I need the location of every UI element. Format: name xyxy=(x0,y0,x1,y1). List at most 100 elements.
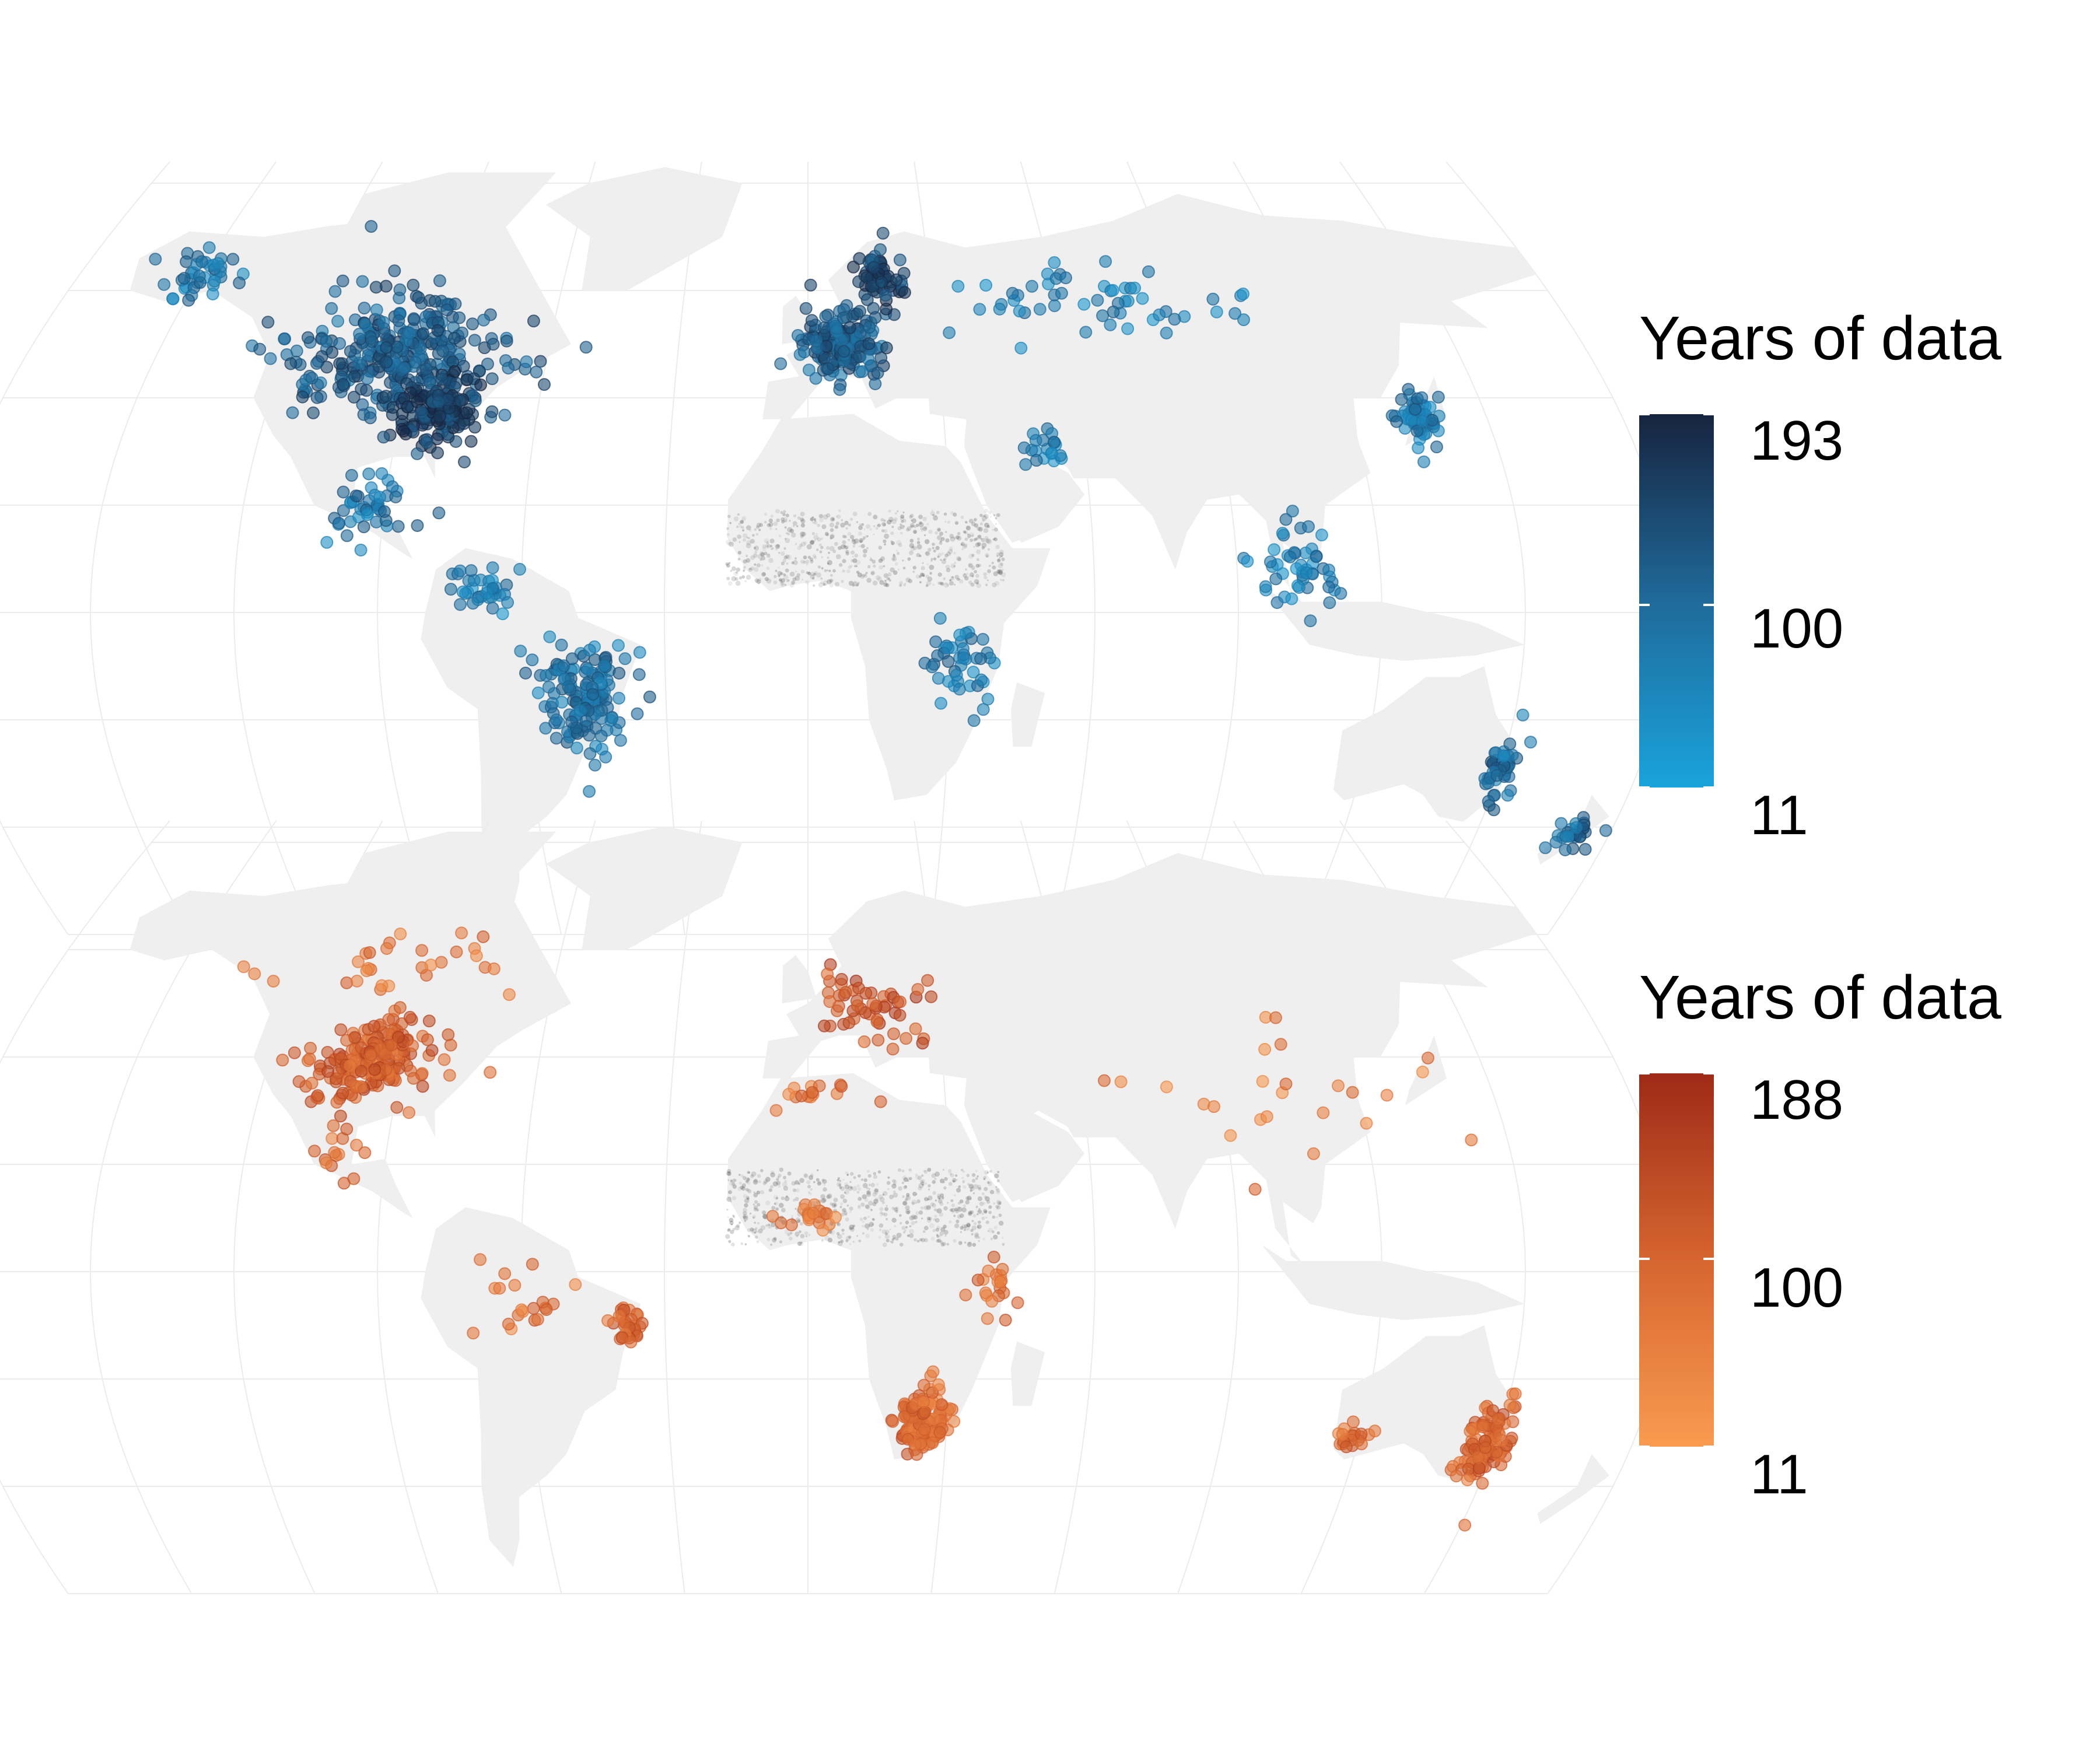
texture-dot xyxy=(992,561,995,564)
texture-dot xyxy=(780,561,785,566)
texture-dot xyxy=(776,1181,781,1186)
texture-dot xyxy=(860,574,865,579)
texture-dot xyxy=(970,538,974,542)
texture-dot xyxy=(907,1234,910,1237)
texture-dot xyxy=(946,1242,950,1246)
station-point xyxy=(211,257,225,270)
texture-dot xyxy=(794,1231,800,1237)
station-point xyxy=(432,395,445,408)
texture-dot xyxy=(926,563,929,566)
texture-dot xyxy=(950,1173,954,1178)
texture-dot xyxy=(999,556,1001,559)
station-point xyxy=(1055,286,1068,300)
station-point xyxy=(412,291,425,304)
texture-dot xyxy=(865,572,868,574)
texture-dot xyxy=(910,547,915,552)
texture-dot xyxy=(937,528,941,531)
station-point xyxy=(1416,415,1429,428)
station-point xyxy=(842,1016,856,1030)
texture-dot xyxy=(978,1240,981,1242)
station-point xyxy=(370,303,383,317)
texture-dot xyxy=(998,563,1003,569)
texture-dot xyxy=(822,1179,827,1184)
texture-dot xyxy=(789,1231,793,1235)
texture-dot xyxy=(800,1234,805,1238)
land-canadian-islands xyxy=(346,831,556,896)
station-point xyxy=(993,1275,1007,1289)
colorbar-tick xyxy=(1703,786,1714,789)
texture-dot xyxy=(992,565,996,570)
texture-dot xyxy=(785,1195,788,1198)
texture-dot xyxy=(946,551,951,556)
texture-dot xyxy=(848,565,852,569)
texture-dot xyxy=(784,526,787,529)
texture-dot xyxy=(967,1241,972,1247)
texture-dot xyxy=(813,572,817,576)
texture-dot xyxy=(780,511,783,514)
station-point xyxy=(996,1262,1009,1276)
texture-dot xyxy=(766,1238,771,1241)
station-point xyxy=(206,288,219,300)
texture-dot xyxy=(762,572,766,576)
texture-dot xyxy=(991,562,994,565)
texture-dot xyxy=(915,574,921,579)
texture-dot xyxy=(872,1218,875,1221)
texture-dot xyxy=(900,531,903,535)
station-point xyxy=(1276,527,1289,540)
texture-dot xyxy=(754,528,757,531)
texture-dot xyxy=(937,535,942,540)
texture-dot xyxy=(852,558,858,564)
texture-dot xyxy=(783,1185,789,1191)
texture-dot xyxy=(989,565,991,567)
texture-dot xyxy=(799,1178,804,1184)
texture-dot xyxy=(951,1208,956,1212)
texture-dot xyxy=(783,547,786,550)
legend-title: Years of data xyxy=(1639,963,2001,1032)
texture-dot xyxy=(978,1187,982,1191)
texture-dot xyxy=(746,555,748,557)
texture-dot xyxy=(752,553,758,558)
texture-dot xyxy=(949,581,954,586)
texture-dot xyxy=(880,1211,883,1214)
texture-dot xyxy=(1000,555,1003,558)
station-point xyxy=(332,516,346,530)
station-point xyxy=(1106,284,1119,297)
texture-dot xyxy=(846,1174,849,1177)
texture-dot xyxy=(828,1230,832,1234)
texture-dot xyxy=(923,1230,926,1233)
texture-dot xyxy=(830,528,834,532)
texture-dot xyxy=(882,1242,887,1247)
station-point xyxy=(1346,1415,1360,1429)
texture-dot xyxy=(730,1230,734,1234)
texture-dot xyxy=(822,514,828,520)
texture-dot xyxy=(967,533,970,536)
texture-dot xyxy=(883,1212,888,1217)
texture-dot xyxy=(977,1226,980,1228)
texture-dot xyxy=(795,1188,800,1192)
station-point xyxy=(486,561,499,575)
texture-dot xyxy=(943,1230,949,1235)
texture-dot xyxy=(918,1183,924,1188)
station-point xyxy=(435,373,449,386)
texture-dot xyxy=(756,1240,760,1244)
texture-dot xyxy=(771,1170,775,1175)
texture-dot xyxy=(998,1202,1000,1205)
station-point xyxy=(886,1415,900,1428)
station-point xyxy=(350,1139,363,1152)
texture-dot xyxy=(884,533,890,539)
texture-dot xyxy=(810,574,815,579)
station-point xyxy=(264,352,277,365)
station-point xyxy=(893,253,907,267)
station-point xyxy=(325,302,338,315)
texture-dot xyxy=(983,528,989,533)
texture-dot xyxy=(915,1211,920,1215)
texture-dot xyxy=(827,1194,832,1199)
texture-dot xyxy=(864,1198,869,1202)
station-point xyxy=(480,586,494,600)
texture-dot xyxy=(769,545,773,548)
texture-dot xyxy=(930,1236,935,1241)
texture-dot xyxy=(776,544,780,548)
texture-dot xyxy=(985,553,989,558)
texture-dot xyxy=(757,1174,761,1178)
texture-dot xyxy=(884,1232,888,1236)
